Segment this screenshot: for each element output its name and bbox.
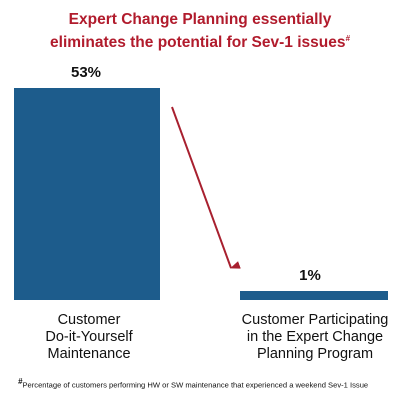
bars-layer bbox=[14, 88, 388, 300]
bar-expert bbox=[240, 291, 388, 300]
category-label-diy-line-2: Do-it-Yourself bbox=[45, 329, 133, 345]
chart-title: Expert Change Planning essentially elimi… bbox=[0, 10, 400, 52]
bar-diy bbox=[14, 88, 160, 300]
value-label-diy: 53% bbox=[71, 64, 101, 81]
category-label-expert: Customer Participating in the Expert Cha… bbox=[225, 312, 400, 363]
chart-title-line-2: eliminates the potential for Sev-1 issue… bbox=[0, 29, 400, 52]
footnote-mark: # bbox=[18, 377, 23, 386]
trend-arrow bbox=[171, 106, 241, 269]
category-label-expert-line-3: Planning Program bbox=[256, 346, 374, 362]
value-labels-layer: 53% 1% bbox=[71, 64, 321, 284]
value-label-expert: 1% bbox=[299, 267, 321, 284]
title-footnote-mark: # bbox=[345, 34, 350, 43]
chart-title-line-2-text: eliminates the potential for Sev-1 issue… bbox=[50, 34, 346, 52]
category-label-expert-line-2: in the Expert Change bbox=[246, 329, 384, 345]
category-label-diy-line-3: Maintenance bbox=[47, 346, 131, 362]
category-label-diy-line-1: Customer bbox=[57, 312, 121, 328]
footnote-text: Percentage of customers performing HW or… bbox=[22, 380, 369, 390]
footnote: #Percentage of customers performing HW o… bbox=[18, 377, 398, 390]
category-label-expert-line-1: Customer Participating bbox=[241, 312, 389, 328]
chart-title-line-1: Expert Change Planning essentially bbox=[68, 11, 332, 28]
category-label-diy: Customer Do-it-Yourself Maintenance bbox=[14, 312, 164, 363]
